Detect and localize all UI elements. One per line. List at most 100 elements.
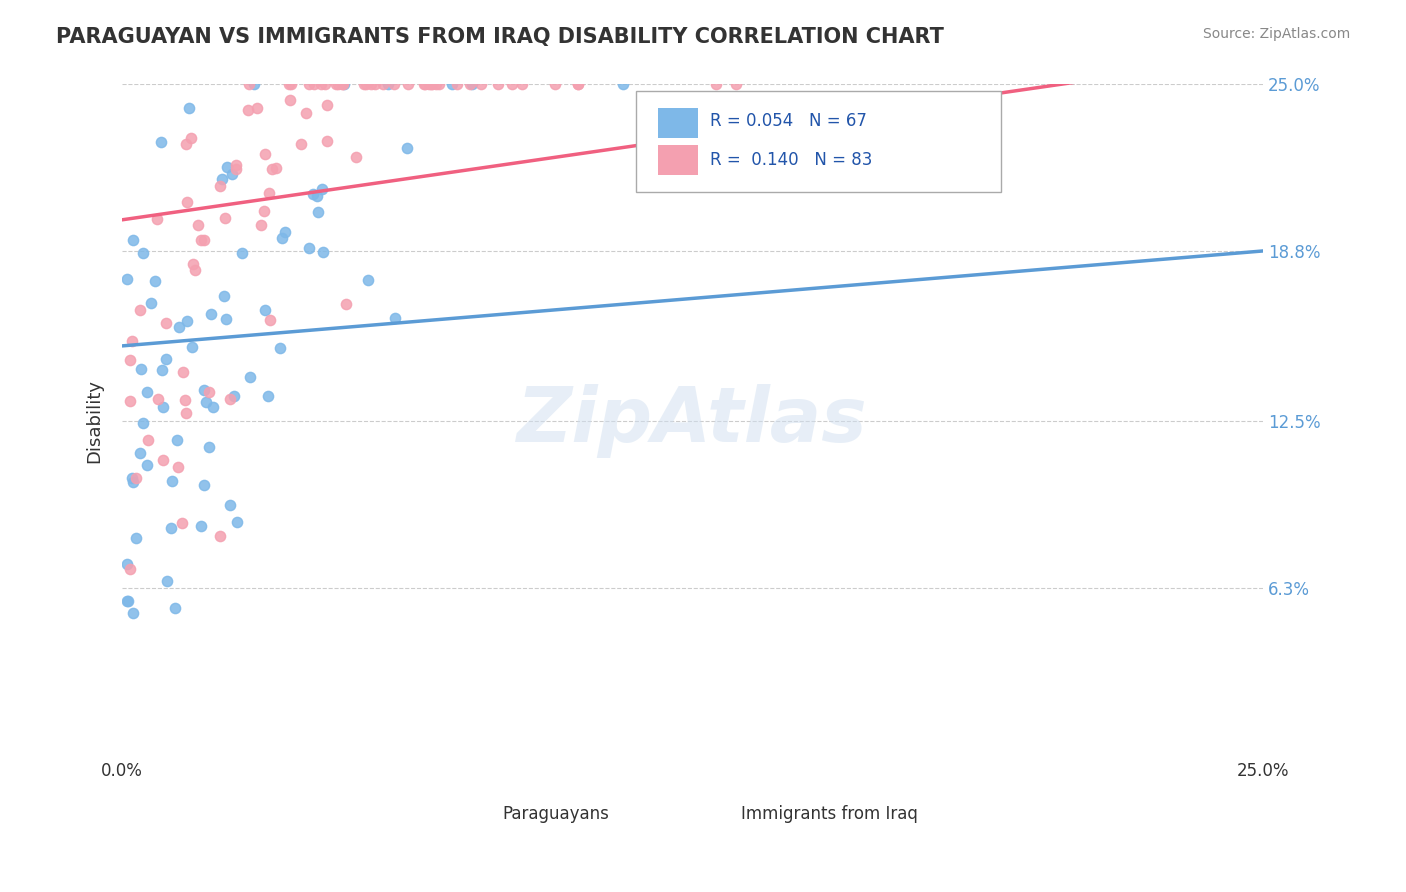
Point — [250, 218, 273, 232]
FancyBboxPatch shape — [658, 145, 699, 176]
Point — [200, 308, 222, 322]
Point — [212, 289, 235, 303]
Point — [356, 78, 378, 92]
Point — [193, 384, 215, 398]
Point — [360, 78, 382, 92]
Point — [567, 78, 589, 92]
Point — [152, 400, 174, 414]
Point — [129, 361, 152, 376]
Point — [115, 594, 138, 608]
Point — [211, 171, 233, 186]
Point — [225, 516, 247, 530]
Point — [224, 388, 246, 402]
Point — [136, 433, 159, 447]
Point — [486, 78, 509, 92]
FancyBboxPatch shape — [464, 795, 494, 814]
Point — [371, 78, 394, 92]
Point — [238, 103, 260, 118]
Point — [152, 453, 174, 467]
Point — [155, 316, 177, 330]
Point — [156, 574, 179, 589]
Point — [143, 274, 166, 288]
Point — [396, 141, 419, 155]
Point — [118, 353, 141, 368]
Point — [262, 162, 284, 177]
Point — [307, 204, 329, 219]
Point — [704, 78, 727, 92]
Point — [413, 78, 436, 92]
Point — [215, 160, 238, 174]
FancyBboxPatch shape — [658, 108, 699, 138]
Point — [420, 78, 443, 92]
Point — [125, 531, 148, 545]
Point — [333, 78, 356, 92]
Text: R =  0.140   N = 83: R = 0.140 N = 83 — [710, 151, 872, 169]
Point — [357, 273, 380, 287]
Point — [278, 78, 301, 92]
Point — [139, 296, 162, 310]
Point — [166, 433, 188, 447]
Point — [239, 370, 262, 384]
Point — [162, 474, 184, 488]
Point — [136, 458, 159, 472]
Point — [195, 394, 218, 409]
Point — [208, 178, 231, 193]
Point — [328, 78, 350, 92]
Point — [725, 78, 748, 92]
Point — [193, 233, 215, 247]
Point — [264, 161, 287, 175]
Point — [413, 78, 436, 92]
Point — [209, 528, 232, 542]
Point — [325, 78, 347, 92]
Point — [470, 78, 492, 92]
Point — [115, 272, 138, 286]
Point — [219, 498, 242, 512]
Point — [257, 389, 280, 403]
Point — [274, 225, 297, 239]
Point — [316, 134, 339, 148]
Point — [146, 211, 169, 226]
Point — [501, 78, 523, 92]
Point — [382, 78, 405, 92]
Point — [269, 341, 291, 355]
Point — [353, 78, 375, 92]
Text: ZipAtlas: ZipAtlas — [517, 384, 868, 458]
Point — [198, 384, 221, 399]
Point — [420, 78, 443, 92]
Text: R = 0.054   N = 67: R = 0.054 N = 67 — [710, 112, 866, 130]
Point — [544, 78, 567, 92]
Point — [280, 78, 302, 92]
Point — [122, 233, 145, 247]
Point — [184, 263, 207, 277]
Point — [440, 78, 463, 92]
Y-axis label: Disability: Disability — [86, 379, 103, 463]
Point — [278, 93, 301, 107]
Point — [215, 311, 238, 326]
Point — [125, 471, 148, 485]
Point — [290, 136, 312, 151]
Point — [190, 233, 212, 247]
Point — [193, 477, 215, 491]
Point — [271, 231, 294, 245]
Point — [118, 394, 141, 409]
Point — [172, 516, 194, 530]
Point — [298, 241, 321, 255]
Point — [121, 334, 143, 348]
Point — [332, 78, 354, 92]
Point — [180, 340, 202, 354]
Point — [446, 78, 468, 92]
Point — [231, 246, 253, 260]
Point — [155, 351, 177, 366]
FancyBboxPatch shape — [738, 795, 766, 814]
Point — [344, 150, 367, 164]
Point — [612, 78, 634, 92]
Point — [309, 78, 332, 92]
Point — [176, 136, 198, 151]
Point — [253, 147, 276, 161]
Point — [252, 204, 274, 219]
Point — [311, 181, 333, 195]
Point — [117, 594, 139, 608]
Point — [257, 186, 280, 201]
Point — [238, 78, 260, 92]
Point — [167, 320, 190, 334]
